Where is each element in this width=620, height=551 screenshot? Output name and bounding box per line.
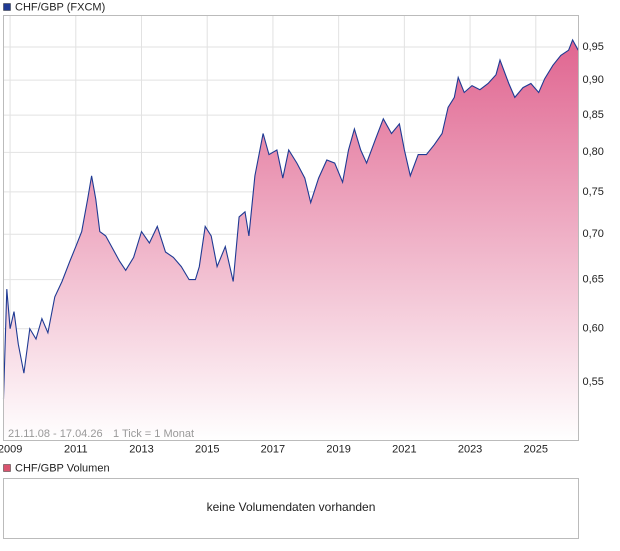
x-tick-label: 2013	[129, 443, 153, 455]
area	[3, 39, 579, 441]
y-tick-label: 0,75	[583, 186, 604, 198]
legend-swatch	[3, 3, 11, 11]
tick-info: 1 Tick = 1 Monat	[113, 428, 194, 440]
volume-message: keine Volumendaten vorhanden	[207, 500, 376, 514]
y-tick-label: 0,70	[583, 228, 604, 240]
y-tick-label: 0,95	[583, 41, 604, 53]
x-tick-label: 2015	[195, 443, 219, 455]
volume-legend-swatch	[3, 464, 11, 472]
x-tick-label: 2011	[64, 443, 88, 455]
volume-frame	[3, 478, 579, 539]
legend-label: CHF/GBP (FXCM)	[15, 1, 105, 13]
x-tick-label: 2023	[458, 443, 482, 455]
date-range: 21.11.08 - 17.04.26	[8, 428, 103, 440]
y-tick-label: 0,90	[583, 74, 604, 86]
x-tick-label: 2025	[524, 443, 548, 455]
plot	[2, 38, 579, 441]
x-tick-label: 2021	[392, 443, 416, 455]
x-tick-label: 2009	[0, 443, 22, 455]
plot-frame	[3, 15, 579, 441]
x-tick-label: 2017	[261, 443, 285, 455]
x-tick-label: 2019	[326, 443, 350, 455]
y-tick-label: 0,55	[583, 376, 604, 388]
y-tick-label: 0,80	[583, 146, 604, 158]
y-tick-label: 0,85	[583, 109, 604, 121]
line	[2, 38, 579, 400]
volume-legend-label: CHF/GBP Volumen	[15, 462, 110, 474]
y-tick-label: 0,60	[583, 323, 604, 335]
y-tick-label: 0,65	[583, 274, 604, 286]
